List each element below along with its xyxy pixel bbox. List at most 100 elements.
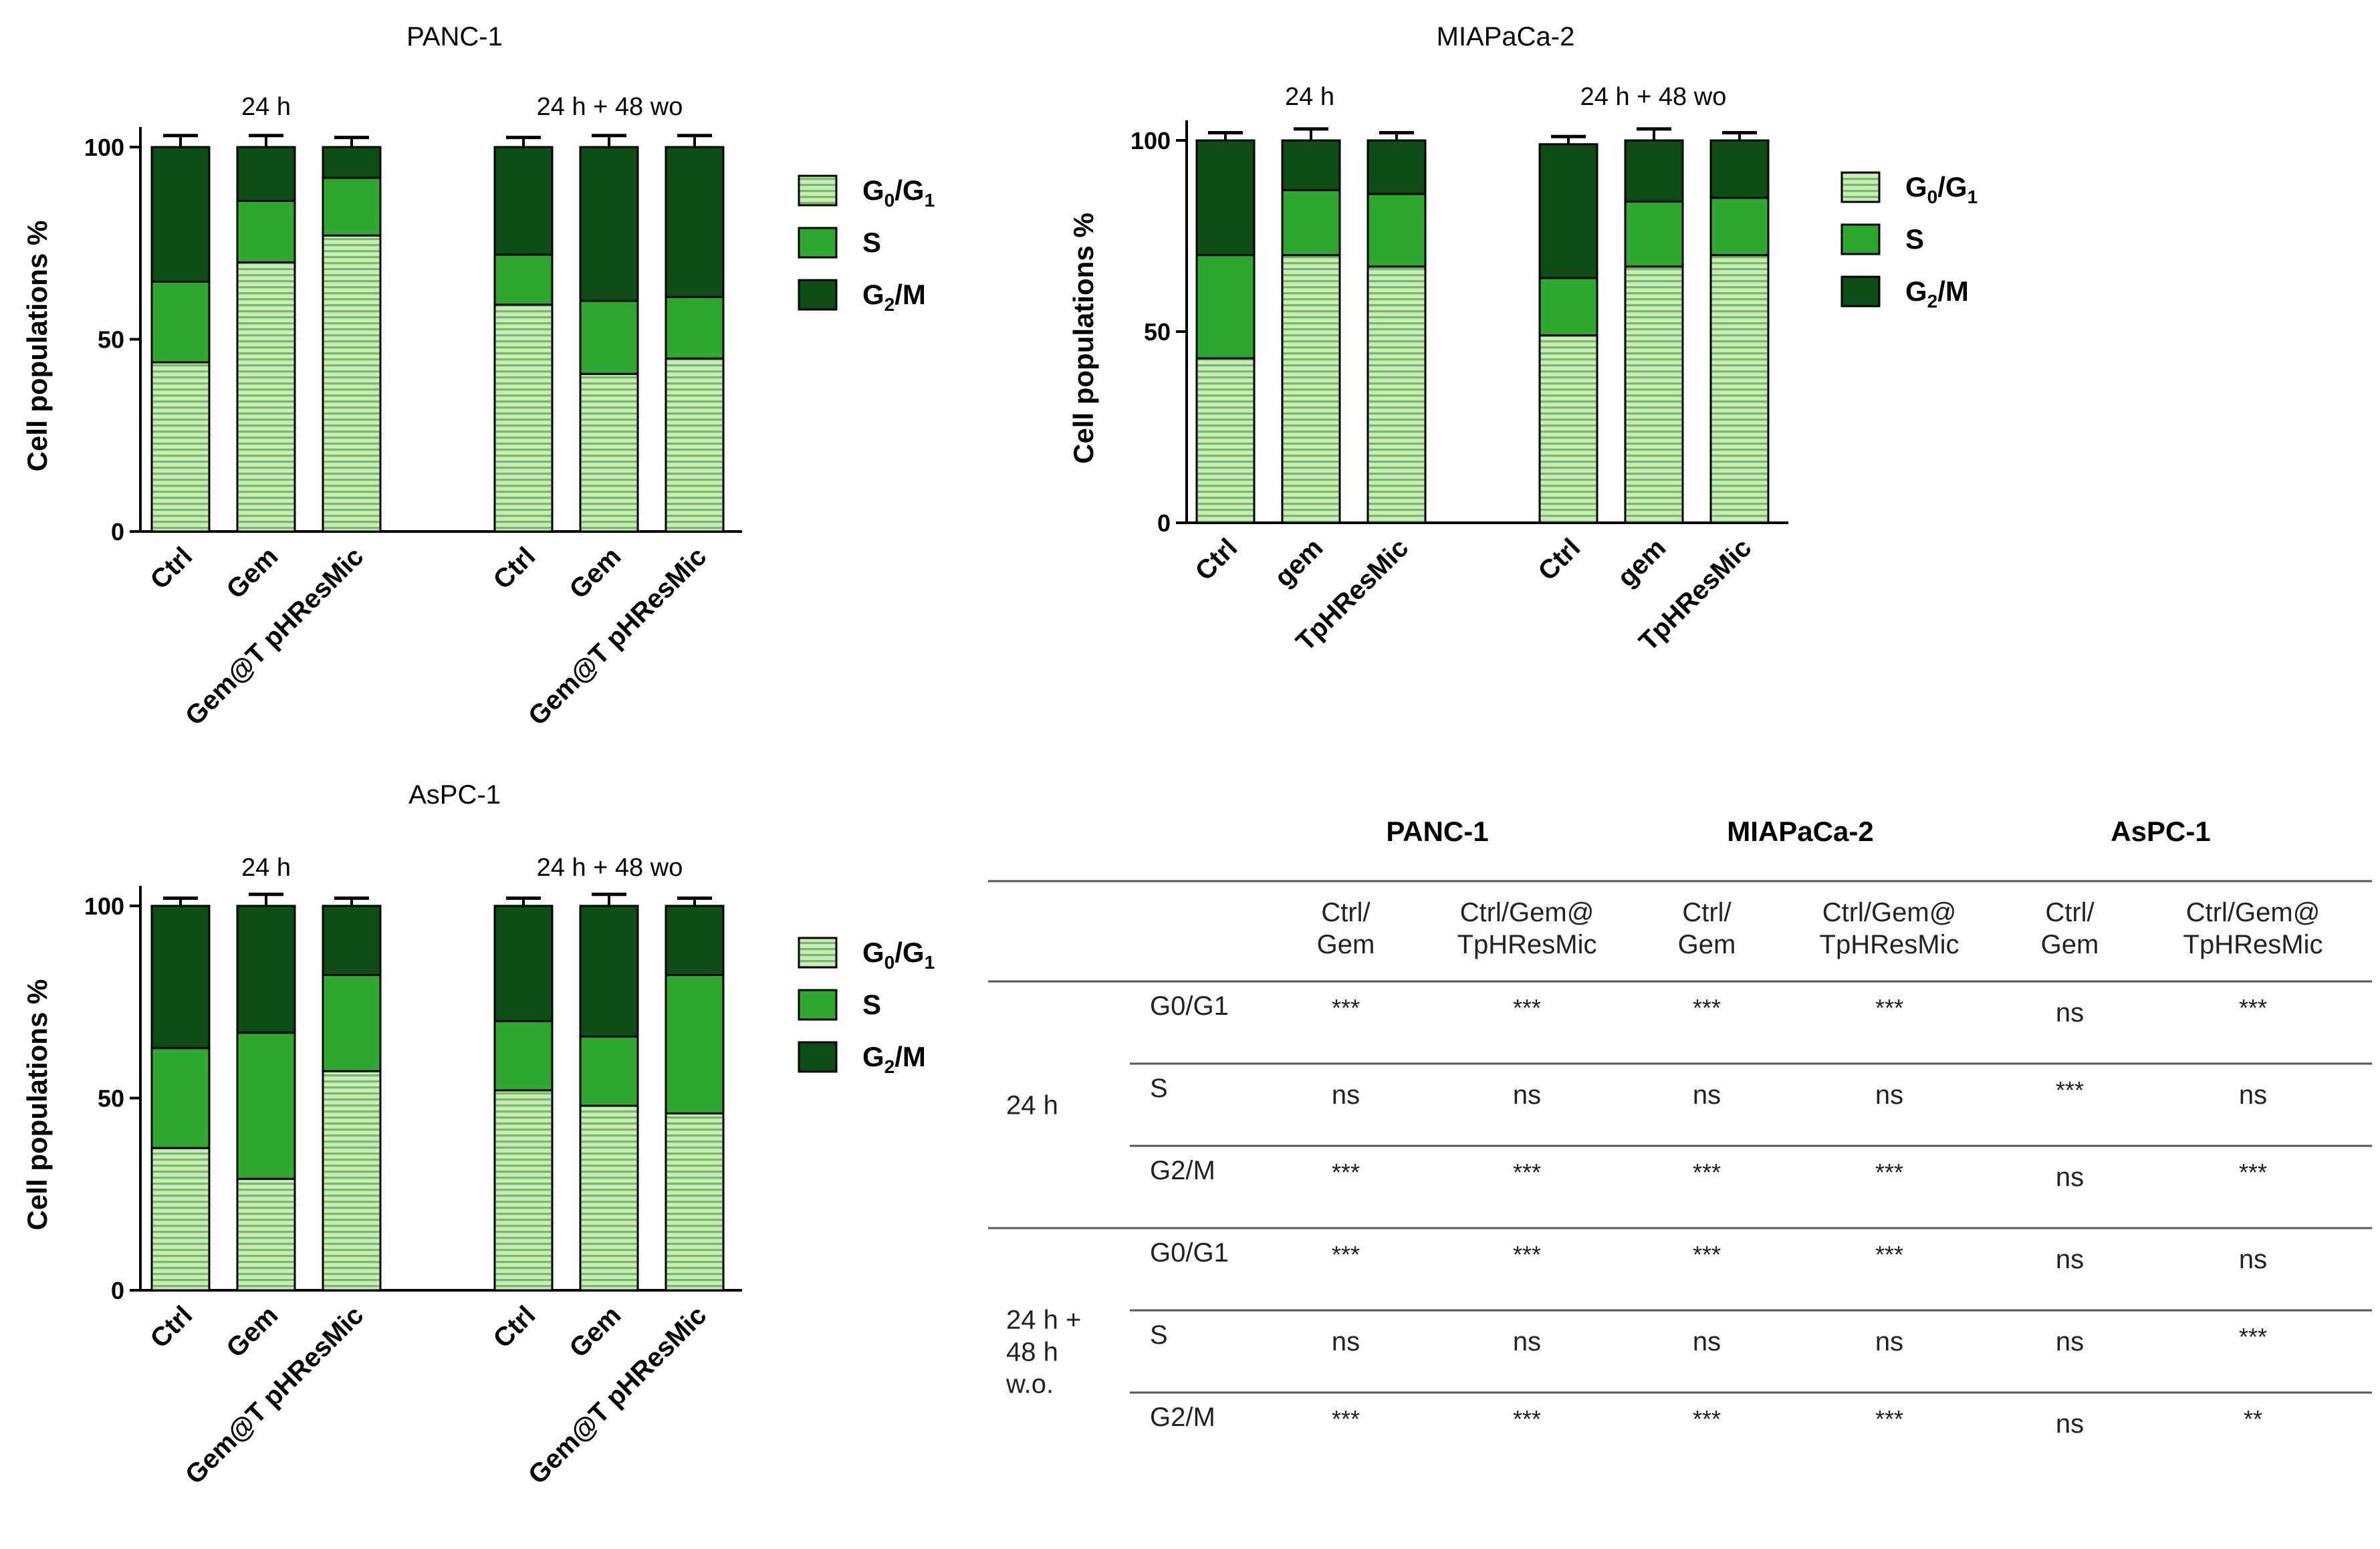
table-cell: ns [2056, 1327, 2084, 1356]
bar-g2m [236, 146, 296, 202]
legend-label: S [862, 989, 881, 1020]
x-tick-label: Ctrl [488, 542, 542, 595]
table-comparison-header: TpHResMic [1820, 930, 1959, 959]
table-cell: *** [1513, 1159, 1541, 1186]
table-cell: *** [1693, 1159, 1721, 1186]
table-cell: *** [1693, 1241, 1721, 1268]
bar-g0g1 [1538, 334, 1598, 524]
bar-g2m [1366, 139, 1427, 195]
y-axis-label: Cell populations % [21, 979, 53, 1231]
bar-g2m [1281, 139, 1341, 191]
y-tick-label: 100 [84, 134, 124, 161]
bar-s [579, 1036, 639, 1107]
bar-s [493, 1020, 554, 1092]
aspc1-chart: AsPC-1 Cell populations % 0 50 100 24 h Ctrl Ge… [21, 780, 935, 1490]
table-cell: *** [1332, 1159, 1360, 1186]
table-comparison-header: Ctrl/ [1682, 898, 1732, 927]
legend-swatch-s [1840, 223, 1881, 255]
table-comparison-header: TpHResMic [1457, 930, 1597, 959]
x-tick-label: Ctrl [1533, 533, 1586, 586]
x-tick-label: Gem [221, 542, 283, 604]
legend-swatch-g0g1 [798, 174, 838, 207]
table-row-group-label: 24 h + [1006, 1306, 1081, 1335]
bar-g0g1 [1281, 254, 1341, 524]
bar-s [1624, 201, 1684, 268]
table-cell: ns [2239, 1245, 2267, 1274]
table-cell: *** [1875, 1405, 1903, 1433]
legend-label: G2/M [1905, 275, 1969, 312]
bar-s [1195, 254, 1256, 360]
bar-g2m [579, 146, 639, 302]
y-tick-label: 100 [1130, 127, 1171, 154]
bar-g2m [493, 146, 554, 256]
legend-label: S [1905, 223, 1924, 255]
bar-s [665, 974, 725, 1114]
y-tick-label: 0 [111, 1277, 124, 1304]
bar-g0g1 [1709, 254, 1770, 524]
legend-swatch-s [798, 227, 838, 259]
table-phase-label: S [1150, 1074, 1168, 1103]
table-cell: *** [1875, 994, 1903, 1022]
bar-g0g1 [322, 1070, 382, 1292]
chart-title: MIAPaCa-2 [1437, 22, 1575, 51]
table-row-group-label: w.o. [1005, 1370, 1054, 1399]
y-tick-label: 50 [98, 326, 124, 354]
x-tick-label: Gem [564, 1300, 626, 1363]
table-cell: *** [1875, 1159, 1903, 1186]
bar-g0g1 [322, 234, 382, 533]
bar-g0g1 [236, 261, 296, 533]
legend-label: G2/M [862, 279, 926, 315]
y-tick-label: 0 [111, 518, 124, 546]
table-cell-line-header: PANC-1 [1386, 816, 1488, 847]
table-comparison-header: Ctrl/Gem@ [2186, 898, 2320, 927]
bar-s [579, 300, 639, 375]
table-cell: ns [2056, 1163, 2084, 1192]
table-cell: *** [1693, 1405, 1721, 1433]
bar-s [665, 295, 725, 360]
table-cell: *** [2239, 994, 2267, 1022]
table-cell: *** [2239, 1159, 2267, 1186]
table-cell: ns [2239, 1080, 2267, 1110]
bar-s [1366, 193, 1427, 268]
legend-swatch-g0g1 [798, 937, 838, 969]
bar-g0g1 [1624, 265, 1684, 524]
bar-g2m [322, 146, 382, 179]
legend: G0/G1 S G2/M [1840, 171, 1978, 312]
table-cell: ns [1513, 1080, 1541, 1110]
chart-title: AsPC-1 [408, 780, 501, 810]
table-cell: *** [1513, 1241, 1541, 1268]
x-tick-label: Ctrl [145, 542, 199, 595]
table-cell: ** [2244, 1405, 2262, 1433]
legend-label: G2/M [862, 1041, 926, 1077]
table-cell: ns [1332, 1080, 1360, 1110]
chart-title: PANC-1 [406, 22, 503, 51]
table-cell: ns [2056, 998, 2084, 1028]
bar-s [1709, 197, 1770, 257]
table-cell: ns [2056, 1409, 2084, 1439]
x-tick-label: gem [1269, 533, 1328, 592]
table-cell: *** [2239, 1323, 2267, 1350]
bar-g2m [665, 905, 725, 976]
bar-g2m [1538, 143, 1598, 279]
x-tick-label: Ctrl [145, 1300, 199, 1354]
table-cell: *** [1513, 1405, 1541, 1433]
table-comparison-header: Gem [1317, 930, 1375, 959]
panc1-chart: PANC-1 Cell populations % 0 50 100 24 h Ctrl Ge… [21, 22, 935, 731]
bar-s [150, 1047, 211, 1149]
bar-g0g1 [1195, 357, 1256, 524]
group-label: 24 h [241, 93, 291, 121]
table-cell: *** [1332, 994, 1360, 1022]
legend-label: G0/G1 [1905, 171, 1978, 207]
table-cell: *** [2056, 1076, 2084, 1104]
bar-g2m [150, 146, 211, 283]
bar-g2m [665, 146, 725, 298]
table-comparison-header: Ctrl/Gem@ [1460, 898, 1594, 927]
table-phase-label: G0/G1 [1150, 991, 1229, 1021]
table-comparison-header: Gem [2041, 930, 2099, 959]
y-tick-label: 0 [1157, 509, 1171, 537]
table-phase-label: S [1150, 1320, 1168, 1350]
bar-g2m [579, 905, 639, 1038]
table-cell: ns [1513, 1327, 1541, 1356]
bar-s [322, 176, 382, 237]
